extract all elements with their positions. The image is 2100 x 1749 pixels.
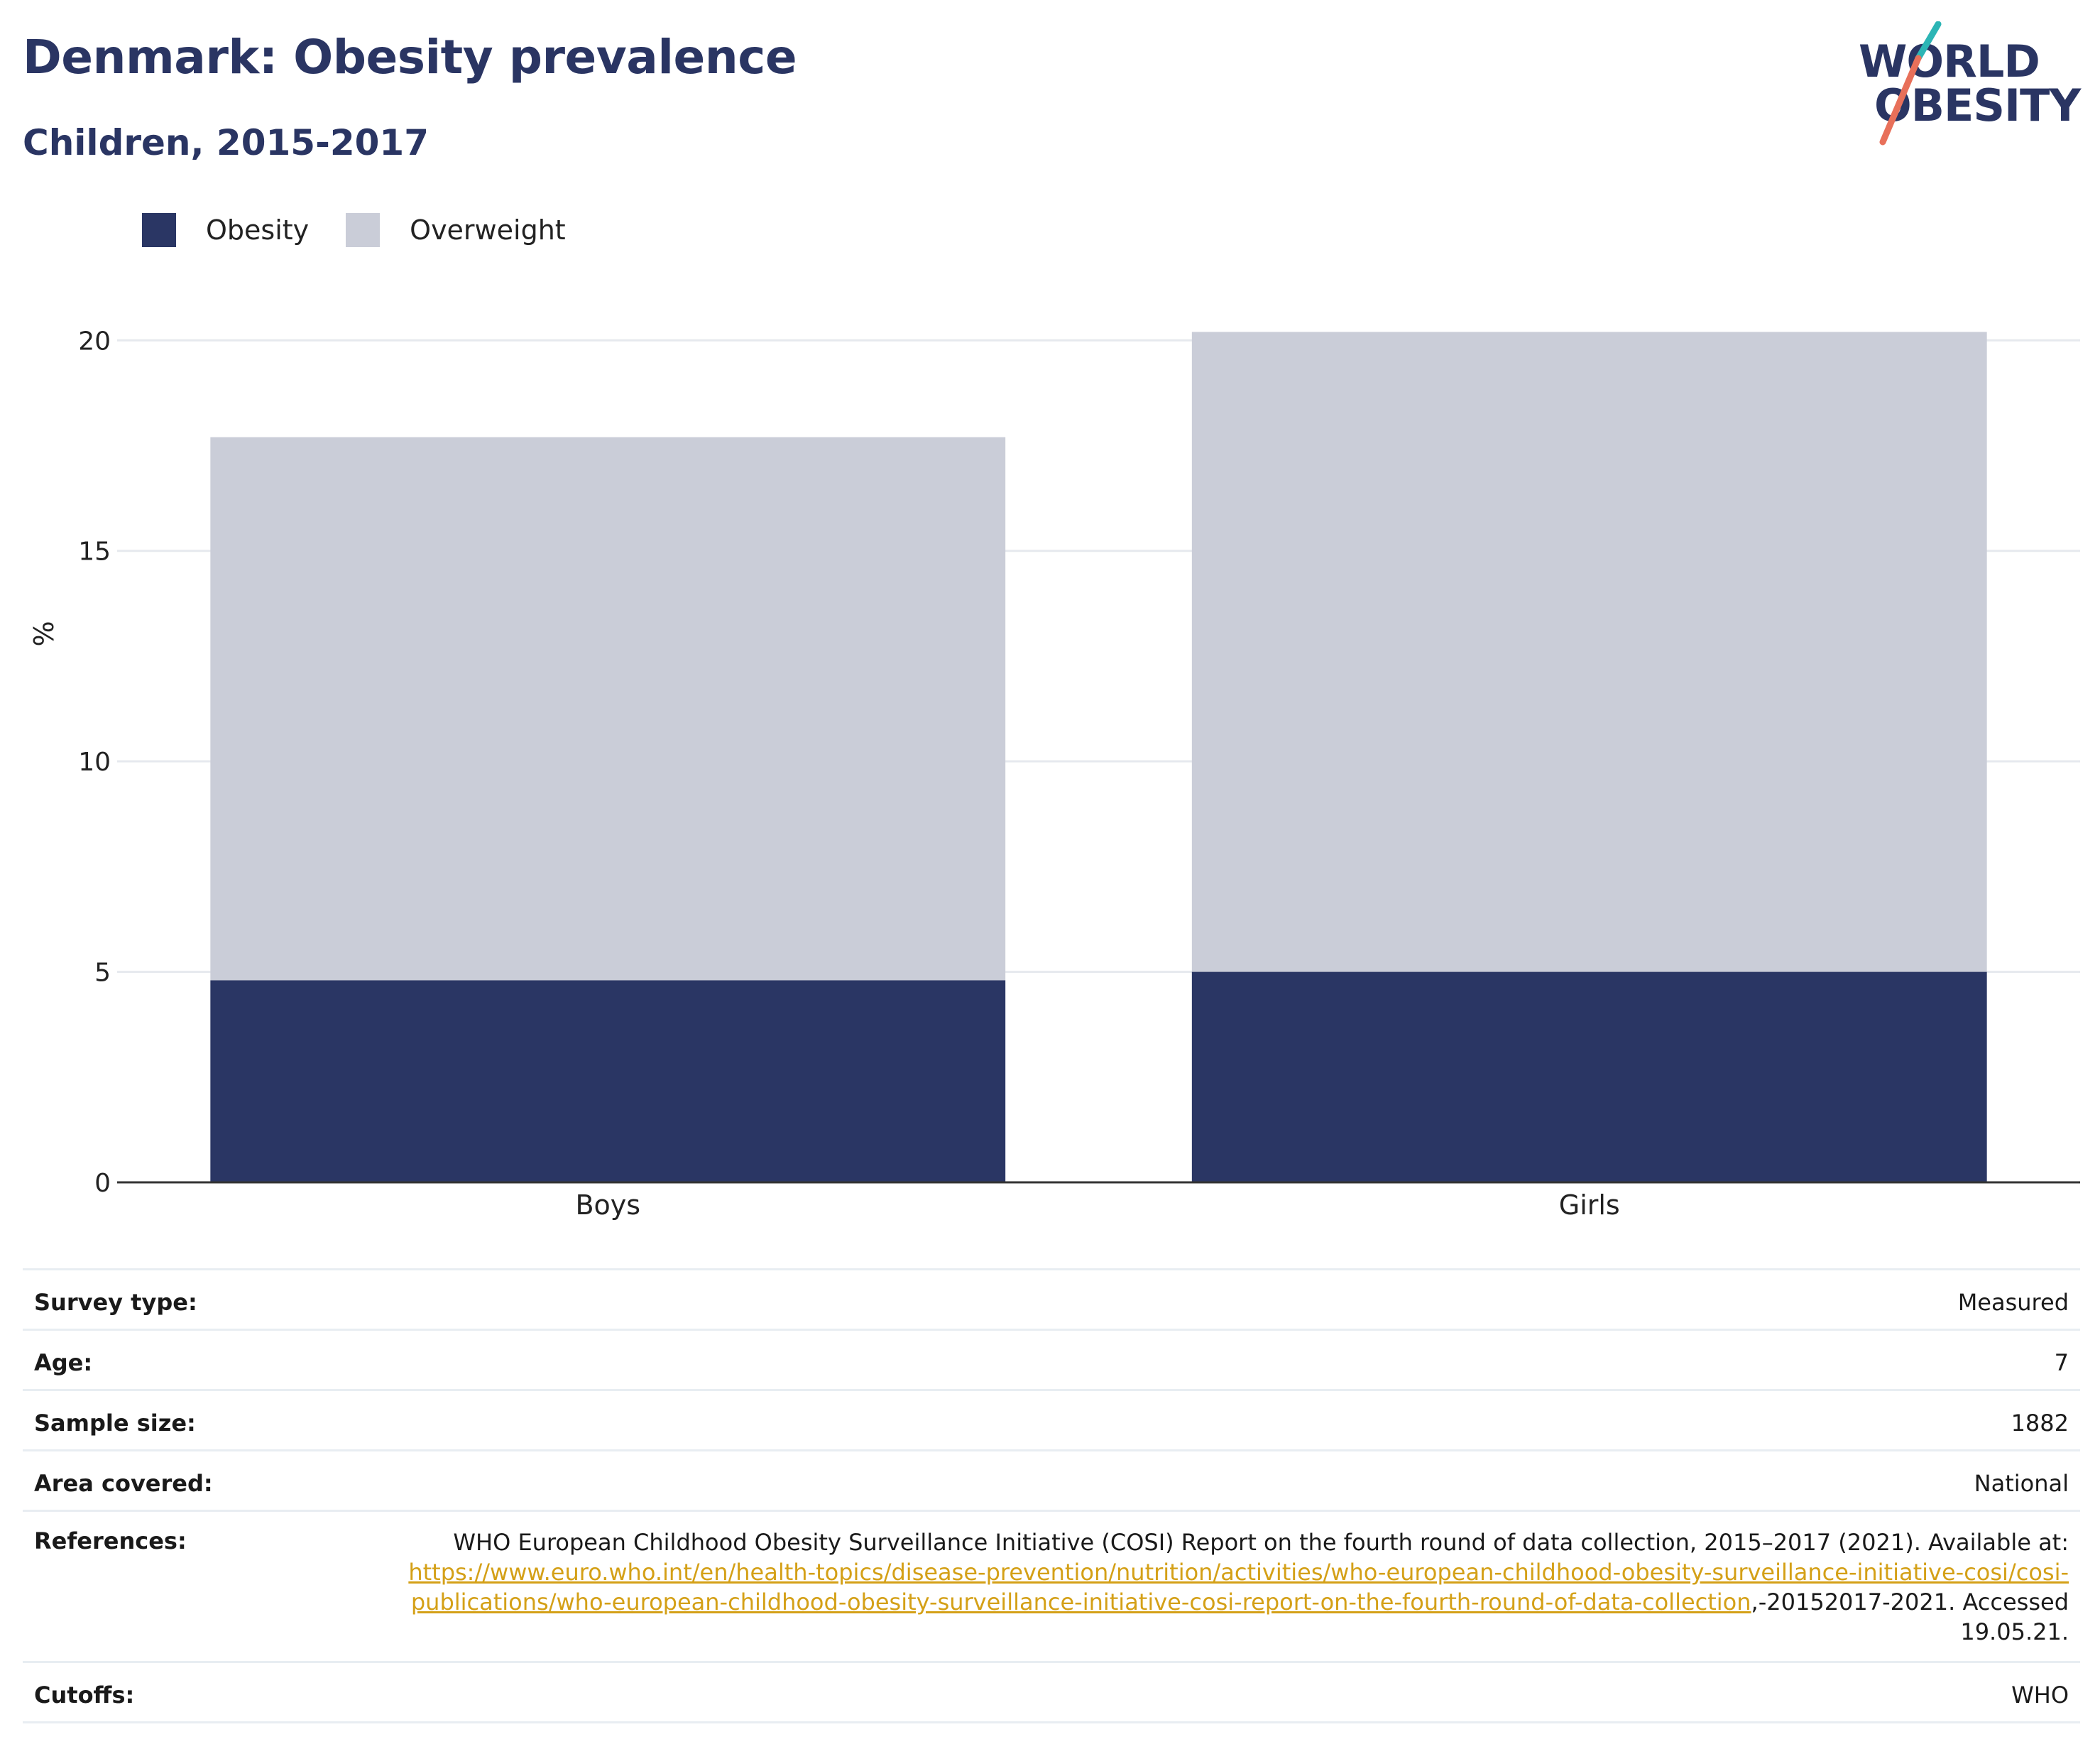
y-tick-label-10: 10 bbox=[78, 748, 111, 777]
info-row-references: References: WHO European Childhood Obesi… bbox=[23, 1510, 2080, 1662]
survey-type-value: Measured bbox=[344, 1268, 2080, 1330]
info-row-survey-type: Survey type: Measured bbox=[23, 1268, 2080, 1330]
info-row-area: Area covered: National bbox=[23, 1449, 2080, 1511]
y-tick-label-20: 20 bbox=[78, 327, 111, 356]
legend-item-overweight[interactable]: Overweight bbox=[346, 213, 566, 247]
logo-slash-teal bbox=[1915, 21, 1942, 62]
references-prefix: WHO European Childhood Obesity Surveilla… bbox=[453, 1529, 2069, 1556]
y-axis-label: % bbox=[28, 621, 60, 646]
survey-info-table: Survey type: Measured Age: 7 Sample size… bbox=[23, 1268, 2080, 1723]
y-tick-label-0: 0 bbox=[94, 1169, 111, 1198]
x-tick-label-girls: Girls bbox=[1559, 1189, 1620, 1221]
area-covered-value: National bbox=[344, 1449, 2080, 1511]
legend-label-obesity: Obesity bbox=[206, 214, 310, 246]
x-tick-label-boys: Boys bbox=[575, 1189, 640, 1221]
legend-item-obesity[interactable]: Obesity bbox=[142, 213, 309, 247]
sample-size-label: Sample size: bbox=[23, 1389, 344, 1451]
info-row-age: Age: 7 bbox=[23, 1329, 2080, 1390]
info-row-sample-size: Sample size: 1882 bbox=[23, 1389, 2080, 1451]
legend-label-overweight: Overweight bbox=[410, 214, 566, 246]
area-covered-label: Area covered: bbox=[23, 1449, 344, 1511]
cutoffs-label: Cutoffs: bbox=[23, 1661, 344, 1723]
info-row-cutoffs: Cutoffs: WHO bbox=[23, 1661, 2080, 1723]
bar-chart: 0 5 10 15 20% Boys Girls bbox=[28, 327, 2080, 1221]
sample-size-value: 1882 bbox=[344, 1389, 2080, 1451]
y-tick-label-15: 15 bbox=[78, 538, 111, 567]
references-value: WHO European Childhood Obesity Surveilla… bbox=[344, 1510, 2080, 1662]
legend-swatch-obesity bbox=[142, 213, 176, 247]
bar-overweight-girls bbox=[1191, 332, 1987, 972]
age-value: 7 bbox=[344, 1329, 2080, 1390]
age-label: Age: bbox=[23, 1329, 344, 1390]
chart-legend: Obesity Overweight bbox=[142, 212, 603, 249]
legend-swatch-overweight bbox=[346, 213, 381, 247]
bar-obesity-boys bbox=[210, 980, 1006, 1182]
y-tick-label-5: 5 bbox=[94, 959, 111, 988]
references-link[interactable]: https://www.euro.who.int/en/health-topic… bbox=[408, 1559, 2069, 1615]
references-suffix: ,-20152017-2021. Accessed 19.05.21. bbox=[1751, 1589, 2069, 1645]
bar-obesity-girls bbox=[1191, 971, 1987, 1182]
survey-type-label: Survey type: bbox=[23, 1268, 344, 1330]
bar-overweight-boys bbox=[210, 437, 1006, 981]
logo-slash-coral bbox=[1879, 55, 1922, 146]
logo-line1: WORLD bbox=[1859, 36, 2040, 87]
cutoffs-value: WHO bbox=[344, 1661, 2080, 1723]
world-obesity-logo: WORLD OBESITY bbox=[1859, 21, 2082, 146]
chart-subtitle: Children, 2015-2017 bbox=[23, 122, 429, 163]
references-label: References: bbox=[23, 1510, 344, 1662]
chart-title: Denmark: Obesity prevalence bbox=[23, 30, 797, 85]
